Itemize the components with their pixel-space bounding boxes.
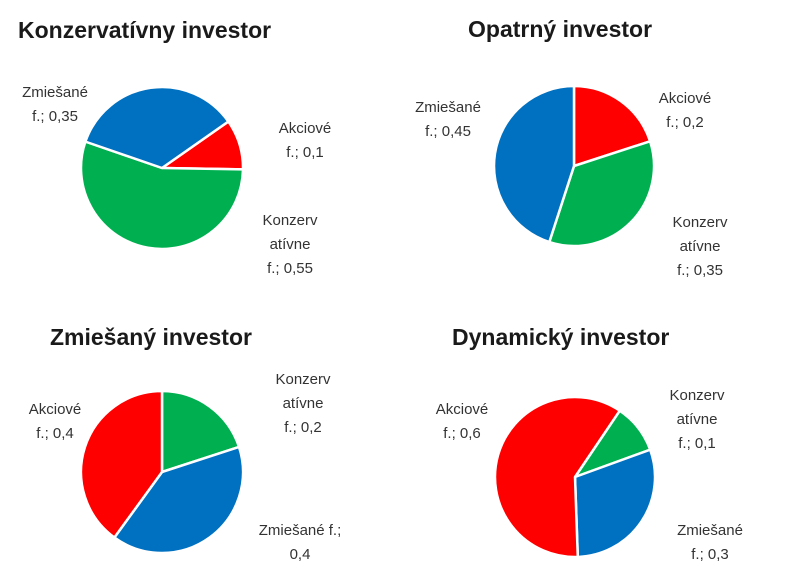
pie-slice [160, 389, 241, 474]
slice-label-line: atívne [680, 238, 721, 255]
pie-chart-opatrny: Opatrný investor Akciové f.; 0,2 Konzerv at… [415, 16, 728, 279]
pie-slice [573, 448, 657, 559]
slice-label-line: Konzerv [669, 387, 725, 404]
slice-label: Zmiešané f.; 0,35 [22, 84, 88, 125]
pie-slice [84, 85, 230, 170]
slice-label-line: Konzerv [672, 214, 728, 231]
slice-label: Zmiešané f.; 0,45 [415, 99, 481, 140]
slice-label-line: Konzerv [275, 371, 331, 388]
slice-label-line: f.; 0,55 [267, 260, 313, 277]
slice-label-line: f.; 0,2 [284, 419, 322, 436]
slice-label-line: Akciové [659, 90, 712, 107]
slice-label-line: f.; 0,2 [666, 114, 704, 131]
pie-slice [79, 140, 245, 251]
slice-label: Konzerv atívne f.; 0,55 [262, 212, 318, 277]
chart-title: Konzervatívny investor [18, 17, 271, 43]
slice-label-line: f.; 0,35 [32, 108, 78, 125]
pie-slice [548, 140, 656, 248]
pie-slice [79, 389, 164, 539]
slice-label-line: Akciové [279, 120, 332, 137]
chart-title: Dynamický investor [452, 324, 669, 350]
slice-label-line: atívne [270, 236, 311, 253]
slice-label-line: f.; 0,4 [36, 425, 74, 442]
slice-label-line: Zmiešané [22, 84, 88, 101]
slice-label: Zmiešané f.; 0,4 [259, 522, 342, 563]
slice-label: Akciové f.; 0,1 [279, 120, 332, 161]
slice-label-line: f.; 0,3 [691, 546, 729, 563]
slice-label-line: f.; 0,6 [443, 425, 481, 442]
slice-label: Akciové f.; 0,4 [29, 401, 82, 442]
pie-chart-zmiesany: Zmiešaný investor Konzerv atívne f.; 0,2 Zm… [29, 324, 342, 563]
chart-title: Opatrný investor [468, 16, 652, 42]
slice-label-line: 0,4 [290, 546, 311, 563]
pie-chart-dynamicky: Dynamický investor Konzerv atívne f.; 0,1 Z… [436, 324, 743, 563]
slice-label-line: Akciové [436, 401, 489, 418]
slice-label: Akciové f.; 0,2 [659, 90, 712, 131]
chart-title: Zmiešaný investor [50, 324, 252, 350]
slice-label: Zmiešané f.; 0,3 [677, 522, 743, 563]
slice-label: Konzerv atívne f.; 0,2 [275, 371, 331, 436]
pie-slice [493, 395, 621, 559]
slice-label: Konzerv atívne f.; 0,1 [669, 387, 725, 452]
slice-label-line: Akciové [29, 401, 82, 418]
slice-label-line: f.; 0,45 [425, 123, 471, 140]
pie-slice [572, 84, 652, 168]
slice-label-line: Konzerv [262, 212, 318, 229]
slice-label: Akciové f.; 0,6 [436, 401, 489, 442]
slice-label: Konzerv atívne f.; 0,35 [672, 214, 728, 279]
pie-chart-konzervativny: Konzervatívny investor Akciové f.; 0,1 Kon… [18, 17, 331, 277]
slice-label-line: Zmiešané [415, 99, 481, 116]
slice-label-line: atívne [677, 411, 718, 428]
slice-label-line: f.; 0,1 [678, 435, 716, 452]
slice-label-line: f.; 0,35 [677, 262, 723, 279]
slice-label-line: atívne [283, 395, 324, 412]
pie-slice [492, 84, 576, 244]
slice-label-line: Zmiešané f.; [259, 522, 342, 539]
slice-label-line: f.; 0,1 [286, 144, 324, 161]
pie-slice [113, 445, 245, 555]
slice-label-line: Zmiešané [677, 522, 743, 539]
